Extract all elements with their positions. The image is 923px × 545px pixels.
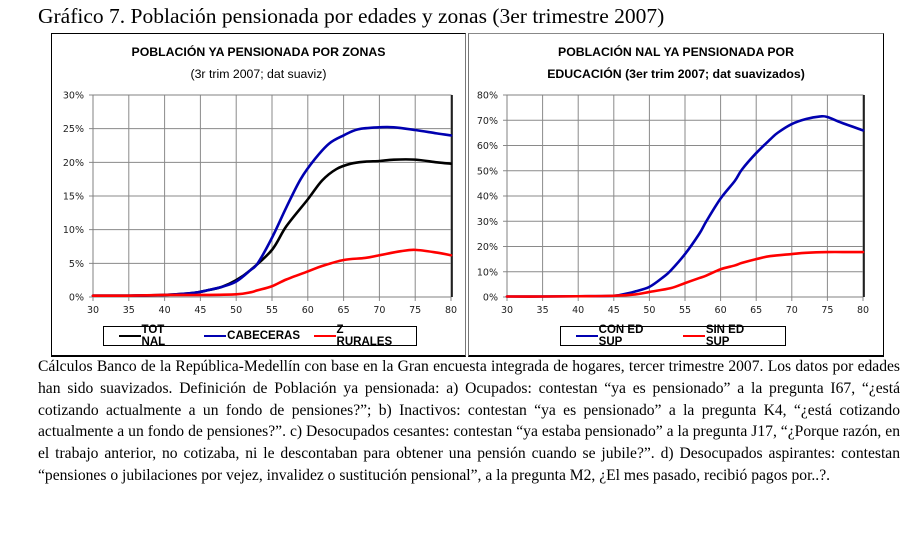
y-tick-label: 25% — [63, 124, 84, 135]
y-tick-label: 0% — [483, 293, 498, 304]
y-tick-label: 30% — [63, 91, 84, 102]
legend-item: CON ED SUP — [576, 324, 669, 348]
y-tick-label: 10% — [477, 267, 498, 278]
x-tick-label: 40 — [159, 305, 171, 316]
legend-swatch — [314, 334, 336, 338]
legend-item: TOT NAL — [119, 324, 190, 348]
plot-area — [92, 94, 452, 298]
x-tick-label: 50 — [643, 305, 655, 316]
x-tick-label: 60 — [302, 305, 314, 316]
x-tick-label: 50 — [230, 305, 242, 316]
y-tick-label: 20% — [477, 242, 498, 253]
legend-swatch — [683, 334, 705, 338]
series-line-sin-ed-sup — [505, 250, 865, 298]
legend-swatch — [204, 334, 227, 338]
chart-legend: CON ED SUP SIN ED SUP — [560, 324, 786, 348]
y-tick-label: 15% — [63, 192, 84, 203]
gridlines — [503, 94, 864, 301]
chart-plot-zones: 30 35 40 45 50 55 60 65 70 75 80 0% 5% 10% 15% 20% 25% 30… — [63, 91, 457, 317]
x-tick-label: 45 — [194, 305, 206, 316]
x-tick-label: 35 — [123, 305, 135, 316]
x-tick-label: 55 — [679, 305, 691, 316]
legend-swatch — [119, 334, 141, 338]
chart-legend: TOT NAL CABECERAS Z RURALES — [103, 324, 417, 348]
x-tick-label: 70 — [373, 305, 385, 316]
y-tick-label: 5% — [69, 259, 84, 270]
x-tick-label: 75 — [409, 305, 421, 316]
chart-title-main: POBLACIÓN NAL YA PENSIONADA POR — [558, 45, 794, 59]
y-tick-label: 20% — [63, 158, 84, 169]
legend-label: CON ED SUP — [598, 324, 644, 348]
x-tick-label: 45 — [608, 305, 620, 316]
x-tick-label: 70 — [786, 305, 798, 316]
y-tick-label: 0% — [69, 293, 84, 304]
x-tick-label: 65 — [338, 305, 350, 316]
y-tick-label: 70% — [477, 116, 498, 127]
figure-title: Gráfico 7. Población pensionada por edad… — [38, 4, 665, 28]
figure-caption: Cálculos Banco de la República-Medellín … — [38, 358, 900, 484]
legend-label: SIN ED SUP — [705, 324, 745, 348]
x-tick-label: 30 — [87, 305, 99, 316]
x-tick-label: 30 — [501, 305, 513, 316]
chart-title: POBLACIÓN NAL YA PENSIONADA POR EDUCACIÓ… — [469, 41, 883, 85]
legend-label: Z RURALES — [336, 324, 393, 348]
y-tick-label: 60% — [477, 141, 498, 152]
chart-title: POBLACIÓN YA PENSIONADA POR ZONAS (3r tr… — [52, 41, 465, 85]
chart-subtitle: (3r trim 2007; dat suaviz) — [190, 67, 327, 81]
series-line-z-rurales — [91, 248, 453, 298]
y-tick-label: 50% — [477, 166, 498, 177]
chart-subtitle: EDUCACIÓN (3er trim 2007; dat suavizados… — [547, 67, 805, 81]
x-tick-label: 80 — [445, 305, 457, 316]
legend-swatch — [576, 334, 598, 338]
x-tick-label: 80 — [857, 305, 869, 316]
x-tick-label: 40 — [572, 305, 584, 316]
chart-zones: POBLACIÓN YA PENSIONADA POR ZONAS (3r tr… — [51, 33, 466, 357]
legend-label: CABECERAS — [227, 330, 300, 342]
chart-title-main: POBLACIÓN YA PENSIONADA POR ZONAS — [131, 45, 386, 59]
series-line-cabeceras — [91, 125, 453, 298]
legend-label: TOT NAL — [141, 324, 166, 348]
plot-area — [506, 94, 864, 298]
y-tick-label: 80% — [477, 91, 498, 102]
legend-item: CABECERAS — [204, 330, 300, 342]
chart-education: POBLACIÓN NAL YA PENSIONADA POR EDUCACIÓ… — [468, 33, 884, 357]
series-line-con-ed-sup — [505, 114, 865, 298]
x-tick-label: 75 — [821, 305, 833, 316]
y-tick-label: 10% — [63, 225, 84, 236]
x-tick-label: 60 — [715, 305, 727, 316]
chart-plot-education: 30 35 40 45 50 55 60 65 70 75 80 0% 10% 20% 30% 40% 50% 6… — [477, 91, 869, 317]
legend-item: Z RURALES — [314, 324, 401, 348]
y-tick-label: 30% — [477, 217, 498, 228]
x-tick-label: 55 — [266, 305, 278, 316]
legend-item: SIN ED SUP — [683, 324, 770, 348]
x-tick-label: 35 — [537, 305, 549, 316]
y-tick-label: 40% — [477, 192, 498, 203]
x-tick-label: 65 — [750, 305, 762, 316]
gridlines — [89, 94, 452, 301]
